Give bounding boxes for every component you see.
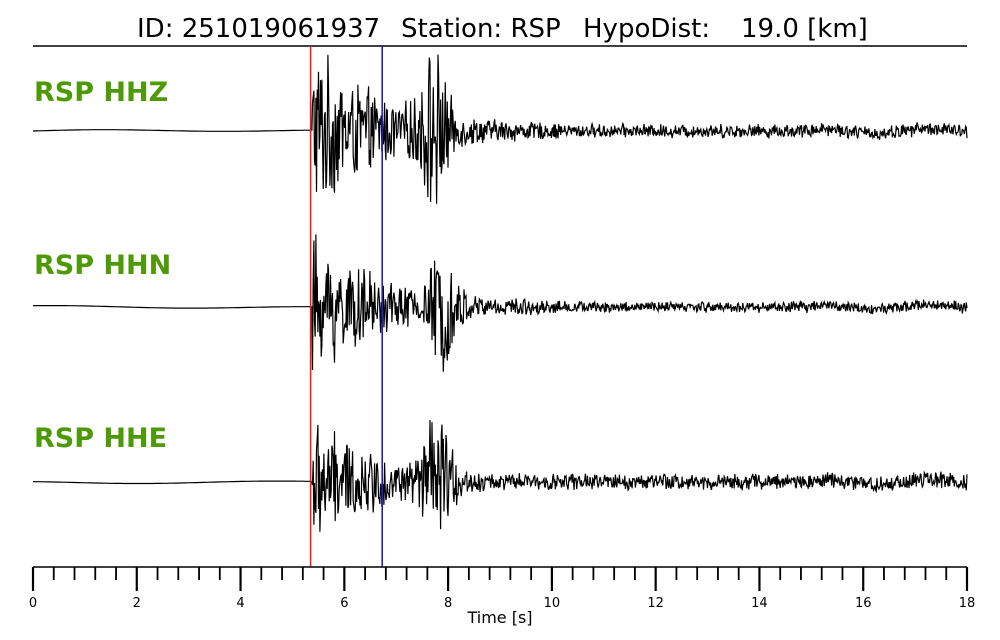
title-station: Station: RSP bbox=[401, 14, 561, 44]
channel-labels: RSP HHZ RSP HHN RSP HHE bbox=[34, 77, 171, 454]
x-tick-label: 4 bbox=[236, 596, 244, 611]
x-tick-label: 16 bbox=[855, 596, 872, 611]
title-event-id: ID: 251019061937 bbox=[137, 14, 380, 44]
channel-label-rsp-hhe: RSP HHE bbox=[34, 423, 167, 454]
waveform-traces bbox=[33, 54, 968, 532]
x-tick-label: 6 bbox=[340, 596, 348, 611]
title-hypodist-value: 19.0 [km] bbox=[741, 14, 868, 44]
x-tick-label: 8 bbox=[444, 596, 452, 611]
x-tick-label: 2 bbox=[133, 596, 141, 611]
x-tick-label: 0 bbox=[29, 596, 37, 611]
x-tick-label: 18 bbox=[959, 596, 976, 611]
chart-title: ID: 251019061937 Station: RSP HypoDist: … bbox=[137, 14, 868, 44]
channel-label-rsp-hhz: RSP HHZ bbox=[34, 77, 168, 108]
title-hypodist-label: HypoDist: bbox=[583, 14, 710, 44]
trace-rsp-hhz bbox=[33, 54, 968, 204]
x-axis: 0 2 4 6 8 10 12 14 16 18 bbox=[29, 566, 976, 611]
trace-rsp-hhe bbox=[33, 419, 968, 532]
x-axis-label: Time [s] bbox=[466, 608, 532, 627]
channel-label-rsp-hhn: RSP HHN bbox=[34, 250, 171, 281]
x-tick-label: 14 bbox=[751, 596, 768, 611]
trace-rsp-hhn bbox=[33, 234, 968, 372]
x-tick-label: 12 bbox=[647, 596, 664, 611]
x-tick-label: 10 bbox=[544, 596, 561, 611]
